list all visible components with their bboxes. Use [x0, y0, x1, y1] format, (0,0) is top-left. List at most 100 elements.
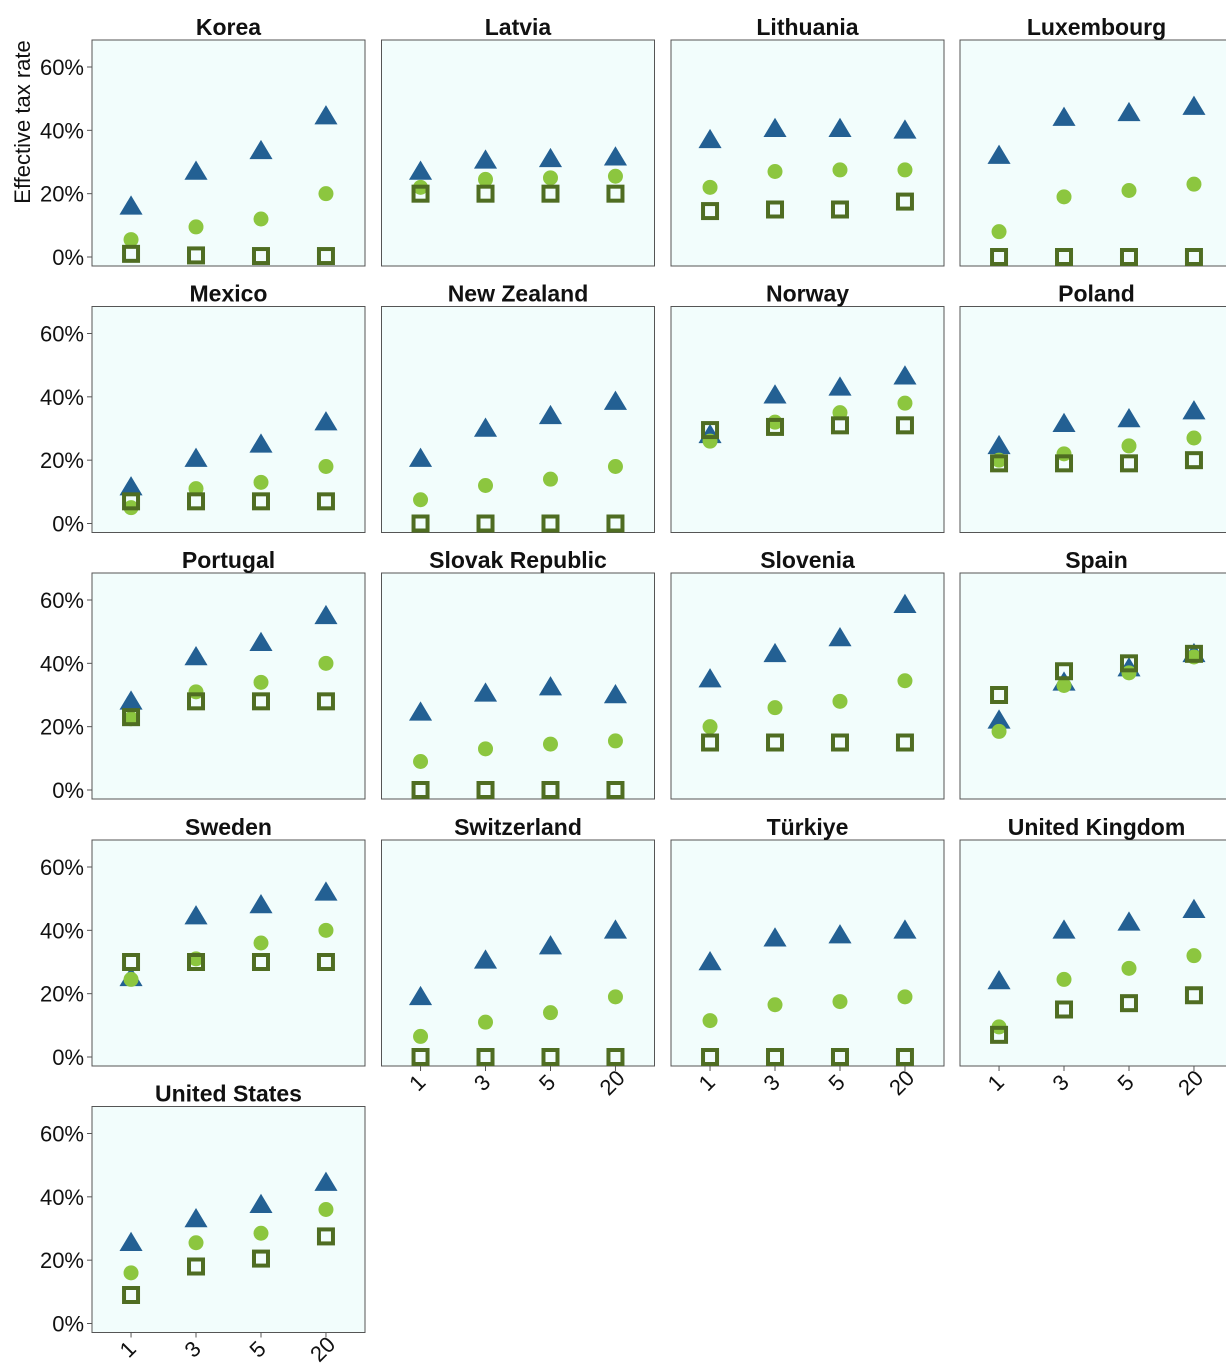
circle-point: [607, 459, 623, 474]
circle-point: [542, 170, 558, 186]
square-point: [122, 708, 141, 727]
square-point: [411, 1048, 430, 1066]
triangle-point: [314, 604, 338, 625]
y-tick-label: 60%: [40, 588, 84, 613]
triangle-point: [1117, 911, 1141, 931]
panel-united-states: United States 0% 20% 40% 60% 1 3 5 20: [40, 1081, 366, 1367]
panel-korea: Korea 0% 20% 40% 60%: [40, 14, 366, 270]
square-point: [476, 184, 495, 203]
x-tick-label: 20: [1173, 1065, 1208, 1100]
panel-title: United States: [155, 1081, 302, 1107]
triangle-point: [184, 1208, 208, 1228]
triangle-point: [249, 631, 273, 651]
panel-slovenia: Slovenia: [670, 547, 945, 800]
circle-point: [702, 1013, 718, 1029]
circle-point: [1121, 960, 1137, 976]
square-point: [701, 421, 720, 440]
y-tick-label: 20%: [40, 982, 84, 1007]
y-tick-label: 60%: [40, 55, 84, 80]
triangle-point: [1182, 400, 1206, 420]
square-point: [990, 1025, 1009, 1044]
circle-point: [991, 224, 1007, 240]
square-point: [1119, 454, 1138, 473]
triangle-point: [1182, 95, 1206, 115]
triangle-point: [119, 1231, 143, 1251]
panel-title: Mexico: [190, 281, 268, 307]
square-point: [316, 1227, 335, 1246]
circle-point: [897, 989, 913, 1005]
y-tick-label: 20%: [40, 715, 84, 740]
panel-title: Portugal: [182, 547, 275, 573]
square-point: [1184, 248, 1203, 266]
y-tick-label: 20%: [40, 448, 84, 473]
panel-title: Korea: [196, 14, 261, 40]
square-point: [606, 514, 625, 533]
triangle-point: [987, 970, 1011, 990]
square-point: [1119, 248, 1138, 266]
triangle-point: [538, 147, 563, 168]
triangle-point: [893, 919, 917, 939]
triangle-point: [828, 376, 852, 396]
square-point: [766, 417, 785, 436]
panel-title: Spain: [1065, 547, 1128, 573]
panel-frame: [381, 39, 655, 267]
panel-frame: [670, 839, 945, 1067]
square-point: [895, 1048, 914, 1066]
panel-poland: Poland: [959, 281, 1226, 533]
circle-point: [1186, 176, 1202, 192]
circle-point: [607, 168, 623, 184]
circle-point: [1121, 438, 1137, 454]
y-tick-label: 20%: [40, 1248, 84, 1273]
square-point: [606, 184, 625, 203]
triangle-point: [314, 1171, 338, 1191]
y-tick-label: 0%: [52, 1312, 84, 1337]
panel-portugal: Portugal 0% 20% 40% 60%: [40, 547, 366, 803]
triangle-point: [1052, 919, 1076, 939]
circle-point: [318, 922, 334, 938]
circle-point: [318, 1202, 334, 1217]
square-point: [701, 733, 720, 752]
panel-frame: [959, 306, 1226, 533]
circle-point: [318, 459, 334, 474]
triangle-point: [763, 927, 787, 947]
panel-frame: [381, 572, 655, 800]
circle-point: [1186, 430, 1202, 446]
x-tick-label: 5: [1113, 1070, 1139, 1096]
circle-point: [607, 733, 623, 749]
triangle-point: [184, 646, 208, 666]
y-tick-label: 40%: [40, 385, 84, 410]
triangle-point: [603, 146, 628, 166]
x-tick-label: 1: [983, 1070, 1009, 1096]
panel-title: Norway: [766, 281, 849, 307]
circle-point: [767, 997, 783, 1013]
x-tick-label: 1: [404, 1070, 430, 1096]
square-point: [830, 200, 849, 219]
x-tick-label: 3: [1048, 1070, 1074, 1096]
triangle-point: [473, 417, 498, 437]
triangle-point: [184, 447, 208, 467]
triangle-point: [249, 433, 273, 453]
triangle-point: [408, 985, 433, 1006]
x-tick-label: 5: [824, 1070, 850, 1096]
triangle-point: [408, 701, 433, 721]
circle-point: [253, 211, 269, 227]
panel-united-kingdom: United Kingdom 1 3 5 20: [959, 814, 1226, 1100]
circle-point: [1186, 948, 1202, 964]
x-tick-label: 1: [694, 1070, 720, 1096]
triangle-point: [1182, 898, 1206, 918]
square-point: [187, 492, 206, 511]
square-point: [830, 733, 849, 752]
y-tick-label: 40%: [40, 1185, 84, 1210]
triangle-point: [828, 117, 852, 137]
square-point: [830, 1048, 849, 1066]
square-point: [766, 200, 785, 219]
triangle-point: [538, 676, 563, 696]
panel-title: Lithuania: [756, 14, 858, 40]
square-point: [316, 953, 335, 971]
triangle-point: [119, 690, 143, 710]
y-tick-label: 40%: [40, 918, 84, 943]
circle-point: [607, 989, 623, 1005]
square-point: [122, 1286, 141, 1304]
triangle-point: [314, 105, 338, 125]
y-tick-label: 0%: [52, 512, 84, 537]
